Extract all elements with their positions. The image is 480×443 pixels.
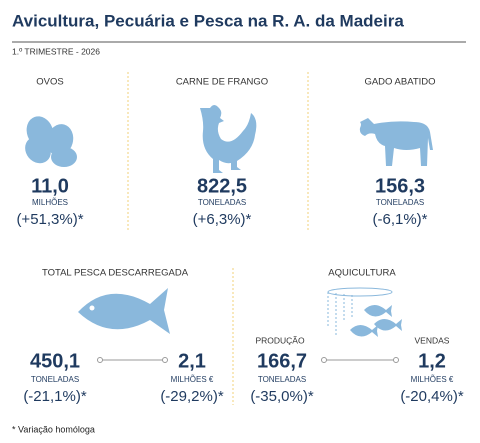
value: 1,2 [418,350,446,372]
aquaculture-icon [327,287,402,337]
change: (-29,2%)* [160,388,224,405]
subtitle: 1.º TRIMESTRE - 2026 [12,46,100,56]
unit: MILHÕES € [411,375,454,384]
cow-icon [359,118,433,166]
sub-label: VENDAS [415,335,450,345]
value: 2,1 [178,350,206,372]
section-label: AQUICULTURA [328,268,396,279]
unit: MILHÕES [32,198,68,207]
chicken-icon [200,105,257,173]
connector [97,357,399,363]
unit: TONELADAS [258,375,306,384]
unit: MILHÕES € [171,375,214,384]
change: (+51,3%)* [16,211,83,228]
change: (-21,1%)* [23,388,87,405]
value: 450,1 [30,350,80,372]
unit: TONELADAS [31,375,79,384]
title: Avicultura, Pecuária e Pesca na R. A. da… [12,11,404,30]
value: 166,7 [257,350,307,372]
item-label: CARNE DE FRANGO [176,77,268,88]
unit: TONELADAS [376,198,424,207]
eggs-icon [25,116,77,167]
value: 822,5 [197,175,247,197]
value: 156,3 [375,175,425,197]
change: (-20,4%)* [400,388,464,405]
fish-eye [89,305,95,311]
item-label: OVOS [36,77,63,88]
fish-icon [78,288,170,334]
footnote: * Variação homóloga [12,424,95,434]
change: (-35,0%)* [250,388,314,405]
section-label: TOTAL PESCA DESCARREGADA [42,268,189,279]
sub-label: PRODUÇÃO [255,335,305,345]
value: 11,0 [31,175,69,197]
change: (-6,1%)* [372,211,427,228]
change: (+6,3%)* [193,211,252,228]
unit: TONELADAS [198,198,246,207]
item-label: GADO ABATIDO [364,77,435,88]
